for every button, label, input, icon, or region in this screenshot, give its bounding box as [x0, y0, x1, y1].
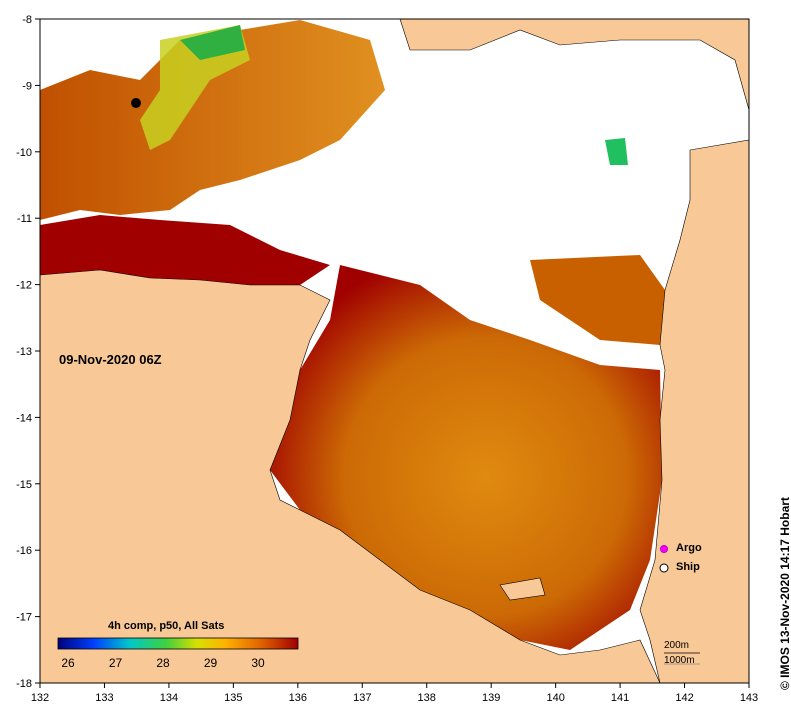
ship-marker: [131, 98, 141, 108]
argo-icon: [660, 545, 668, 553]
x-tick-label: 137: [353, 692, 371, 704]
argo-label: Argo: [676, 542, 702, 554]
colorbar: [57, 637, 299, 650]
ship-icon: [659, 563, 669, 573]
sst-cool-patch: [140, 25, 250, 150]
colorbar-ticks: 26 27 28 29 30: [61, 656, 265, 670]
colorbar-tick-label: 27: [109, 656, 123, 670]
x-tick-label: 134: [160, 692, 178, 704]
y-tick-label: -17: [16, 612, 32, 624]
colorbar-tick-label: 28: [156, 656, 170, 670]
land-island: [499, 577, 546, 601]
y-axis: -8 -9 -10 -11 -12 -13 -14 -15 -16 -17 -18: [16, 14, 40, 690]
contour-1000-label: 1000m: [664, 655, 695, 666]
y-tick-label: -9: [22, 80, 32, 92]
x-tick-label: 135: [224, 692, 242, 704]
y-tick-label: -16: [16, 545, 32, 557]
sst-small-green: [605, 138, 628, 165]
ship-label: Ship: [676, 561, 700, 573]
x-tick-label: 138: [418, 692, 436, 704]
colorbar-tick-label: 30: [251, 656, 265, 670]
x-tick-label: 136: [289, 692, 307, 704]
x-tick-label: 140: [546, 692, 564, 704]
colorbar-tick-label: 26: [61, 656, 75, 670]
credit-text: © IMOS 13-Nov-2020 14:17 Hobart: [778, 497, 791, 690]
y-tick-label: -11: [17, 213, 32, 225]
sst-coastal-band: [40, 215, 330, 285]
y-tick-label: -13: [16, 346, 32, 358]
sst-north-band: [40, 20, 385, 220]
y-tick-label: -10: [16, 147, 32, 159]
colorbar-title: 4h comp, p50, All Sats: [108, 620, 225, 632]
x-tick-label: 142: [675, 692, 693, 704]
y-tick-label: -8: [22, 14, 32, 26]
land-arnhem-land: [39, 269, 661, 684]
x-tick-label: 133: [95, 692, 113, 704]
x-tick-label: 139: [482, 692, 500, 704]
contour-200-label: 200m: [664, 640, 690, 651]
x-tick-label: 143: [740, 692, 758, 704]
sst-green-patch: [180, 25, 245, 60]
sst-gulf: [270, 265, 662, 650]
y-tick-label: -15: [16, 479, 32, 491]
y-tick-label: -12: [16, 280, 32, 292]
date-label: 09-Nov-2020 06Z: [59, 352, 162, 367]
x-tick-label: 132: [31, 692, 49, 704]
y-tick-label: -18: [16, 678, 32, 690]
x-tick-label: 141: [611, 692, 629, 704]
colorbar-tick-label: 29: [204, 656, 218, 670]
sst-east-patch: [530, 255, 665, 345]
y-tick-label: -14: [16, 412, 32, 424]
x-axis: 132 133 134 135 136 137 138 139 140 141 142 143: [31, 683, 758, 704]
